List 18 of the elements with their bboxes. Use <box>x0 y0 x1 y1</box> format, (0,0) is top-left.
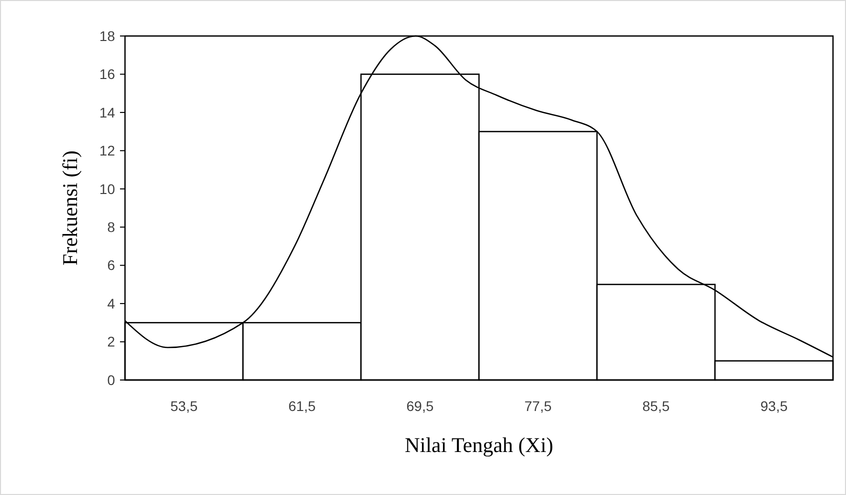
y-tick-label: 16 <box>99 66 116 82</box>
y-tick-label: 10 <box>99 180 116 197</box>
y-tick-label: 8 <box>107 219 116 236</box>
y-tick-label: 0 <box>107 372 116 388</box>
y-axis-title: Frekuensi (fi) <box>58 150 82 266</box>
x-tick-label: 93,5 <box>760 398 788 414</box>
y-tick-label: 14 <box>99 104 116 120</box>
x-tick-label: 53,5 <box>170 398 198 414</box>
y-tick-label: 12 <box>99 142 116 159</box>
x-tick-label: 85,5 <box>642 398 670 414</box>
x-tick-label: 61,5 <box>288 398 316 414</box>
x-axis-title: Nilai Tengah (Xi) <box>404 433 554 457</box>
y-tick-label: 4 <box>107 295 116 312</box>
x-tick-label: 69,5 <box>406 398 434 414</box>
x-tick-label: 77,5 <box>524 398 552 414</box>
y-tick-label: 2 <box>107 334 116 350</box>
y-tick-label: 18 <box>99 28 116 44</box>
y-tick-label: 6 <box>107 257 116 274</box>
